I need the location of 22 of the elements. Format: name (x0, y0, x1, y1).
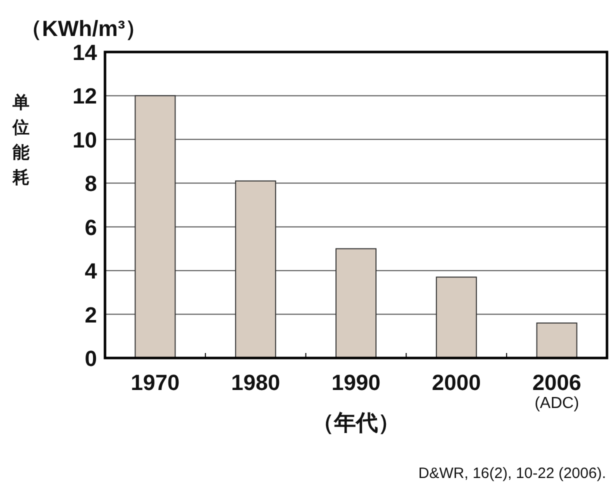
bar (235, 180, 276, 358)
text: （KWh/m³） (20, 16, 148, 41)
y-axis-title: 单位能耗 (12, 93, 30, 187)
x-tick-label: 1980 (231, 370, 280, 395)
x-tick-label: 2006 (ADC) (532, 370, 582, 412)
y-tick-label: 0 (84, 346, 97, 371)
y-tick-label: 4 (84, 258, 98, 284)
bar (436, 276, 477, 358)
bar (336, 248, 376, 358)
y-tick-label: 2 (84, 302, 97, 328)
y-tick-label: 10 (72, 127, 97, 152)
y-tick-label: 14 (72, 40, 98, 65)
x-tick-label: 2000 (432, 370, 481, 395)
y-tick-label: 8 (84, 171, 97, 196)
bar (134, 95, 176, 358)
bar (536, 322, 578, 358)
y-tick-label: 6 (84, 214, 97, 240)
x-tick-label: 1970 (130, 370, 180, 395)
x-tick-label: 1990 (332, 370, 380, 395)
text: D&WR, 16(2), 10-22 (2006). (418, 465, 606, 482)
y-tick-label: 12 (72, 84, 97, 109)
x-axis-title: （年代） (312, 410, 400, 435)
